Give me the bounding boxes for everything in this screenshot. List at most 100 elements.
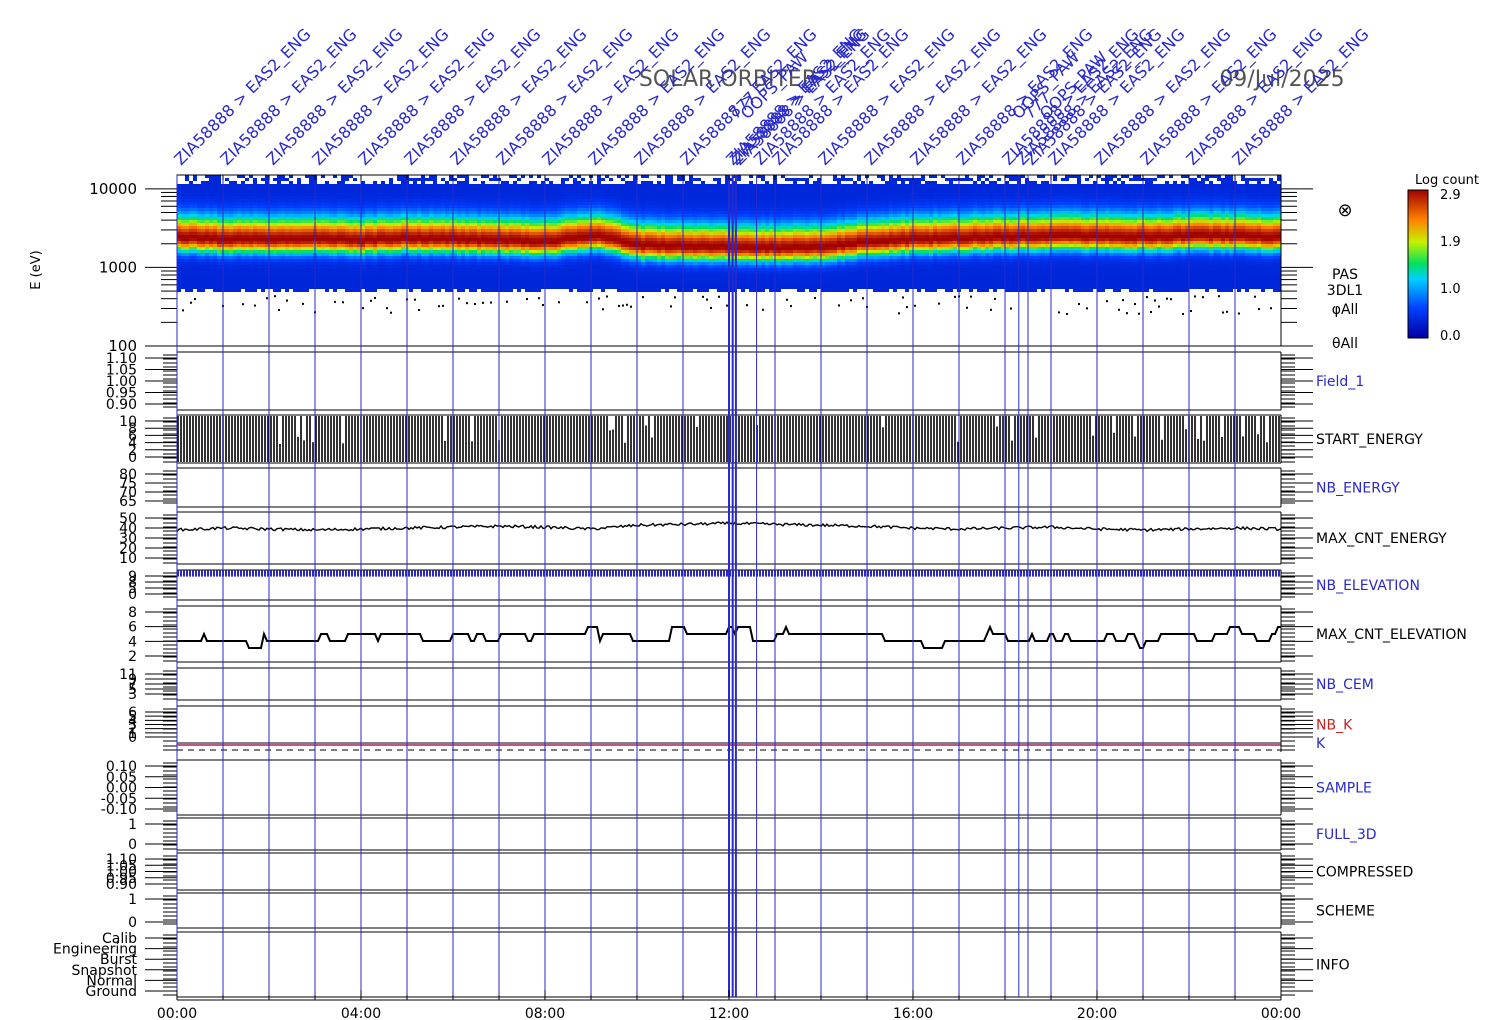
spectrogram-cell xyxy=(629,223,633,226)
spectrogram-cell xyxy=(501,247,505,250)
spectrogram-cell xyxy=(609,217,613,220)
spectrogram-cell xyxy=(389,241,393,244)
spectrogram-cell xyxy=(457,265,461,268)
spectrogram-cell xyxy=(593,253,597,256)
spectrogram-cell xyxy=(593,214,597,217)
spectrogram-cell xyxy=(185,253,189,256)
spectrogram-cell xyxy=(345,178,349,181)
spectrogram-cell xyxy=(357,232,361,235)
spectrogram-cell xyxy=(357,250,361,253)
spectrogram-cell xyxy=(637,262,641,265)
spectrogram-cell xyxy=(309,229,313,232)
spectrogram-cell xyxy=(397,190,401,193)
spectrogram-cell xyxy=(505,241,509,244)
spectrogram-cell xyxy=(385,187,389,190)
spectrogram-cell xyxy=(445,262,449,265)
spectrogram-cell xyxy=(693,280,697,283)
spectrogram-cell xyxy=(185,202,189,205)
spectrogram-cell xyxy=(413,193,417,196)
spectrogram-cell xyxy=(653,238,657,241)
spectrogram-cell xyxy=(185,289,189,292)
spectrogram-cell xyxy=(265,175,269,178)
spectrogram-cell xyxy=(189,238,193,241)
spectrogram-cell xyxy=(481,214,485,217)
spectrogram-cell xyxy=(317,196,321,199)
spectrogram-cell xyxy=(333,202,337,205)
spectrogram-cell xyxy=(561,274,565,277)
spectrogram-cell xyxy=(253,277,257,280)
spectrogram-cell xyxy=(685,256,689,259)
spectrogram-cell xyxy=(697,217,701,220)
spectrogram-cell xyxy=(453,277,457,280)
spectrogram-cell xyxy=(337,184,341,187)
spectrogram-cell xyxy=(281,178,285,181)
spectrogram-cell xyxy=(369,280,373,283)
spectrogram-cell xyxy=(577,286,581,289)
spectrogram-cell xyxy=(705,214,709,217)
spectrogram-cell xyxy=(437,241,441,244)
spectrogram-cell xyxy=(389,214,393,217)
spectrogram-cell xyxy=(333,274,337,277)
spectrogram-cell xyxy=(301,241,305,244)
spectrogram-cell xyxy=(585,232,589,235)
spectrogram-cell xyxy=(613,187,617,190)
spectrogram-cell xyxy=(241,196,245,199)
spectrogram-cell xyxy=(417,190,421,193)
low-count-dot xyxy=(242,303,244,306)
spectrogram-cell xyxy=(565,247,569,250)
spectrogram-cell xyxy=(577,223,581,226)
spectrogram-cell xyxy=(617,259,621,262)
spectrogram-cell xyxy=(357,220,361,223)
spectrogram-cell xyxy=(417,256,421,259)
spectrogram-cell xyxy=(213,187,217,190)
spectrogram-cell xyxy=(397,265,401,268)
spectrogram-cell xyxy=(309,274,313,277)
spectrogram-cell xyxy=(533,262,537,265)
spectrogram-cell xyxy=(197,274,201,277)
spectrogram-cell xyxy=(581,220,585,223)
spectrogram-cell xyxy=(533,199,537,202)
spectrogram-cell xyxy=(477,235,481,238)
spectrogram-cell xyxy=(445,244,449,247)
spectrogram-cell xyxy=(637,229,641,232)
spectrogram-cell xyxy=(525,190,529,193)
spectrogram-cell xyxy=(581,184,585,187)
spectrogram-cell xyxy=(613,247,617,250)
spectrogram-cell xyxy=(421,220,425,223)
spectrogram-cell xyxy=(569,253,573,256)
spectrogram-cell xyxy=(685,247,689,250)
spectrogram-cell xyxy=(525,205,529,208)
spectrogram-cell xyxy=(237,289,241,292)
spectrogram-cell xyxy=(533,277,537,280)
spectrogram-cell xyxy=(421,241,425,244)
spectrogram-cell xyxy=(285,202,289,205)
spectrogram-cell xyxy=(177,241,181,244)
spectrogram-cell xyxy=(621,286,625,289)
spectrogram-cell xyxy=(645,280,649,283)
spectrogram-cell xyxy=(385,277,389,280)
spectrogram-cell xyxy=(281,286,285,289)
spectrogram-cell xyxy=(705,280,709,283)
spectrogram-cell xyxy=(289,274,293,277)
spectrogram-cell xyxy=(485,244,489,247)
spectrogram-cell xyxy=(237,205,241,208)
spectrogram-cell xyxy=(341,184,345,187)
spectrogram-cell xyxy=(581,190,585,193)
spectrogram-cell xyxy=(637,190,641,193)
spectrogram-cell xyxy=(581,199,585,202)
spectrogram-cell xyxy=(449,274,453,277)
spectrogram-cell xyxy=(597,247,601,250)
spectrogram-cell xyxy=(253,238,257,241)
spectrogram-cell xyxy=(385,202,389,205)
spectrogram-cell xyxy=(389,277,393,280)
spectrogram-cell xyxy=(257,208,261,211)
spectrogram-cell xyxy=(401,190,405,193)
spectrogram-cell xyxy=(453,223,457,226)
spectrogram-cell xyxy=(245,211,249,214)
spectrogram-cell xyxy=(501,226,505,229)
spectrogram-cell xyxy=(569,244,573,247)
spectrogram-cell xyxy=(241,220,245,223)
spectrogram-cell xyxy=(301,187,305,190)
spectrogram-cell xyxy=(329,277,333,280)
spectrogram-cell xyxy=(529,253,533,256)
